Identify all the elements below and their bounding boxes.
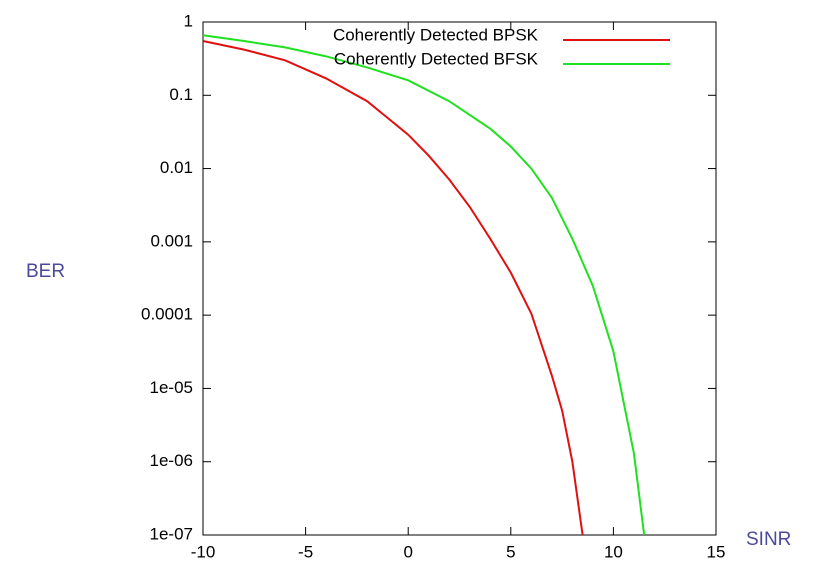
legend-label: Coherently Detected BPSK [333,25,539,44]
y-tick-label: 1e-07 [150,524,193,543]
plot-frame [202,21,717,536]
y-tick-label: 1e-06 [150,451,193,470]
series-line [202,40,584,536]
y-tick-label: 0.01 [160,158,193,177]
x-tick-label: 15 [707,542,726,561]
x-tick-label: -5 [298,542,313,561]
y-tick-label: 0.001 [150,231,193,250]
y-tick-label: 1 [184,11,193,30]
x-tick-label: 0 [403,542,412,561]
y-axis-label: BER [26,261,65,282]
x-tick-label: 5 [506,542,515,561]
series-line [202,34,646,536]
x-tick-label: 10 [604,542,623,561]
y-tick-label: 0.0001 [141,305,193,324]
x-axis-label: SINR [746,529,791,550]
legend-label: Coherently Detected BFSK [334,49,539,68]
y-tick-label: 1e-05 [150,378,193,397]
x-tick-label: -10 [191,542,216,561]
y-tick-label: 0.1 [169,85,193,104]
